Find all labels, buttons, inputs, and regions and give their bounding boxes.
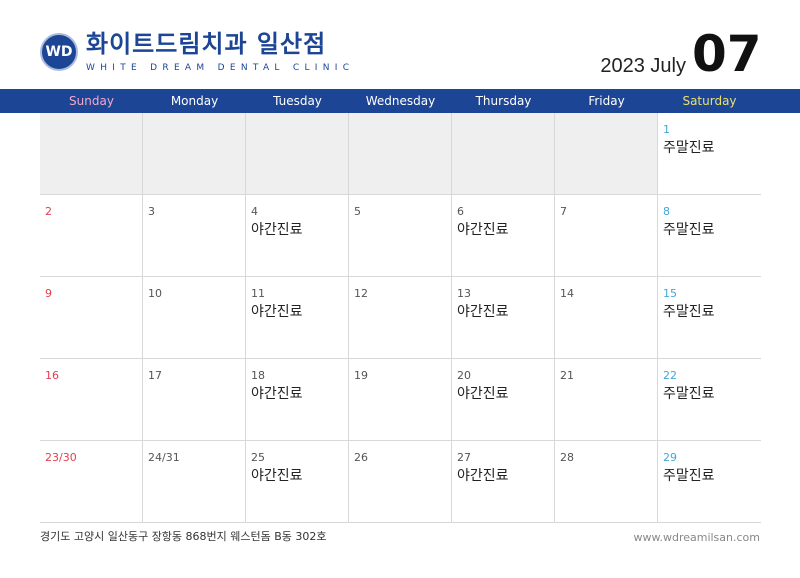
weekday-monday: Monday — [170, 94, 219, 108]
day-number: 27 — [457, 451, 471, 464]
schedule-note: 야간진료 — [251, 304, 303, 320]
day-cell: 9 — [40, 277, 143, 359]
day-number: 11 — [251, 287, 265, 300]
weekday-sunday: Sunday — [69, 94, 114, 108]
day-number: 2 — [45, 205, 52, 218]
day-number: 6 — [457, 205, 464, 218]
day-number: 8 — [663, 205, 670, 218]
day-number: 7 — [560, 205, 567, 218]
day-cell: 15 주말진료 — [658, 277, 761, 359]
schedule-note: 야간진료 — [457, 304, 509, 320]
day-cell — [40, 113, 143, 195]
day-cell: 14 — [555, 277, 658, 359]
day-cell: 1 주말진료 — [658, 113, 761, 195]
schedule-note: 야간진료 — [251, 468, 303, 484]
day-cell: 27 야간진료 — [452, 441, 555, 523]
day-number: 21 — [560, 369, 574, 382]
day-cell: 24/31 — [143, 441, 246, 523]
day-cell: 5 — [349, 195, 452, 277]
schedule-note: 야간진료 — [251, 222, 303, 238]
day-cell: 2 — [40, 195, 143, 277]
weekday-wednesday: Wednesday — [365, 94, 436, 108]
day-cell — [555, 113, 658, 195]
weekday-friday: Friday — [588, 94, 625, 108]
day-cell: 29 주말진료 — [658, 441, 761, 523]
day-cell: 10 — [143, 277, 246, 359]
day-cell: 8 주말진료 — [658, 195, 761, 277]
day-number: 16 — [45, 369, 59, 382]
day-number: 29 — [663, 451, 677, 464]
day-cell: 18 야간진료 — [246, 359, 349, 441]
day-cell: 6 야간진료 — [452, 195, 555, 277]
year-month: 2023 July — [600, 55, 686, 77]
clinic-name: 화이트드림치과 일산점 — [86, 30, 327, 58]
day-cell: 11 야간진료 — [246, 277, 349, 359]
schedule-note: 주말진료 — [663, 140, 715, 156]
day-cell: 17 — [143, 359, 246, 441]
day-number: 10 — [148, 287, 162, 300]
day-number: 22 — [663, 369, 677, 382]
day-number: 5 — [354, 205, 361, 218]
day-number: 25 — [251, 451, 265, 464]
day-number: 17 — [148, 369, 162, 382]
day-cell: 26 — [349, 441, 452, 523]
day-cell: 19 — [349, 359, 452, 441]
day-number: 12 — [354, 287, 368, 300]
clinic-logo: WD — [40, 33, 78, 71]
weekday-thursday: Thursday — [475, 94, 532, 108]
day-cell: 12 — [349, 277, 452, 359]
schedule-note: 야간진료 — [251, 386, 303, 402]
day-number: 18 — [251, 369, 265, 382]
day-cell — [452, 113, 555, 195]
day-cell: 28 — [555, 441, 658, 523]
day-cell — [246, 113, 349, 195]
day-cell — [143, 113, 246, 195]
day-number: 23/30 — [45, 451, 77, 464]
day-cell: 13 야간진료 — [452, 277, 555, 359]
day-cell — [349, 113, 452, 195]
day-cell: 4 야간진료 — [246, 195, 349, 277]
day-number: 14 — [560, 287, 574, 300]
schedule-note: 주말진료 — [663, 386, 715, 402]
schedule-note: 야간진료 — [457, 222, 509, 238]
schedule-note: 주말진료 — [663, 304, 715, 320]
day-number: 28 — [560, 451, 574, 464]
day-number: 19 — [354, 369, 368, 382]
day-cell: 21 — [555, 359, 658, 441]
schedule-note: 야간진료 — [457, 468, 509, 484]
weekday-header-bar — [0, 89, 800, 113]
day-number: 3 — [148, 205, 155, 218]
clinic-name-en: WHITE DREAM DENTAL CLINIC — [86, 63, 355, 73]
schedule-note: 주말진료 — [663, 468, 715, 484]
schedule-note: 야간진료 — [457, 386, 509, 402]
day-number: 9 — [45, 287, 52, 300]
day-number: 26 — [354, 451, 368, 464]
day-cell: 20 야간진료 — [452, 359, 555, 441]
day-number: 1 — [663, 123, 670, 136]
day-cell: 23/30 — [40, 441, 143, 523]
day-number: 24/31 — [148, 451, 180, 464]
footer-url[interactable]: www.wdreamilsan.com — [633, 531, 760, 544]
day-cell: 22 주말진료 — [658, 359, 761, 441]
schedule-note: 주말진료 — [663, 222, 715, 238]
day-cell: 3 — [143, 195, 246, 277]
day-number: 15 — [663, 287, 677, 300]
weekday-saturday: Saturday — [682, 94, 737, 108]
footer-address: 경기도 고양시 일산동구 장항동 868번지 웨스턴돔 B동 302호 — [40, 530, 327, 543]
month-number: 07 — [692, 25, 762, 83]
day-number: 4 — [251, 205, 258, 218]
weekday-tuesday: Tuesday — [273, 94, 322, 108]
day-number: 20 — [457, 369, 471, 382]
day-cell: 16 — [40, 359, 143, 441]
day-number: 13 — [457, 287, 471, 300]
day-cell: 25 야간진료 — [246, 441, 349, 523]
day-cell: 7 — [555, 195, 658, 277]
